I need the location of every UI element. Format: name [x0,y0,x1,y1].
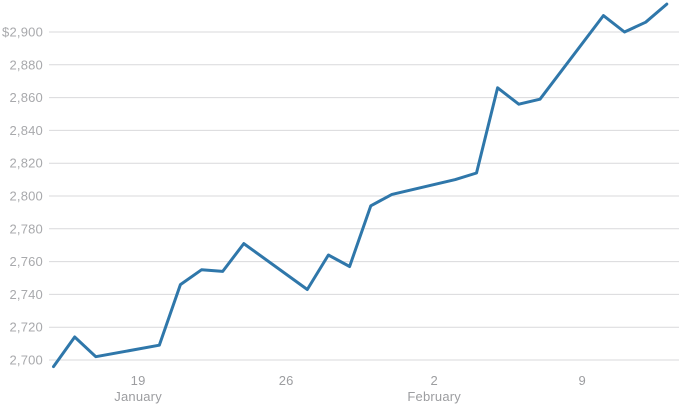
y-axis-label: 2,860 [9,90,43,105]
x-axis-tick-label: 26 [279,373,294,388]
y-axis-label: 2,840 [9,123,43,138]
x-axis-month-label: February [407,389,461,404]
x-axis-tick-label: 2 [430,373,437,388]
y-axis-label: 2,740 [9,287,43,302]
y-axis-label: 2,820 [9,156,43,171]
y-axis-label: 2,780 [9,221,43,236]
x-axis-tick-label: 9 [579,373,586,388]
price-line [52,2,669,369]
y-axis-label: 2,720 [9,320,43,335]
y-axis-label: 2,880 [9,57,43,72]
y-axis-label: $2,900 [2,24,43,39]
y-axis-label: 2,700 [9,352,43,367]
y-axis-label: 2,760 [9,254,43,269]
y-axis-label: 2,800 [9,188,43,203]
x-axis-tick-label: 19 [131,373,146,388]
x-axis-month-label: January [114,389,162,404]
